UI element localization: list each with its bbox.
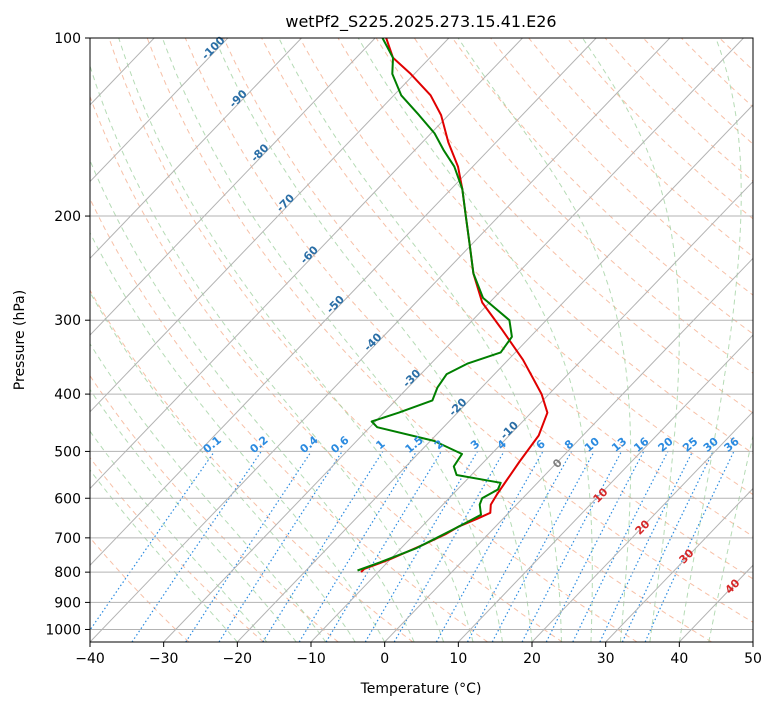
dry-adiabat-line [184,38,753,623]
moist-adiabat-line [90,291,356,642]
moist-adiabat-line [90,159,415,642]
series-layer [357,38,549,573]
isotherm-line [384,257,753,642]
isotherm-line [531,411,753,642]
moist-adiabat-line [357,38,593,642]
dry-adiabat-line [90,95,563,642]
mixing-ratio-line [185,451,312,642]
isotherm-line [90,38,376,336]
x-tick-label: −20 [223,651,253,667]
dry-adiabat-line [90,289,414,642]
grid-layer [0,38,775,642]
dry-adiabat-line [758,38,775,642]
isotherm-line [90,38,523,490]
plot-background [90,38,753,642]
dry-adiabat-line [90,456,264,642]
dry-adiabat-line [261,38,753,537]
x-tick-label: 30 [597,651,615,667]
mixing-ratio-line [131,451,262,642]
moist-adiabat-line [90,469,238,642]
x-tick-label: 40 [670,651,688,667]
isotherm-line [90,38,302,260]
mixing-ratio-line [545,451,645,642]
x-tick-label: 20 [523,651,541,667]
x-tick-label: 50 [744,651,762,667]
x-tick-label: 10 [449,651,467,667]
y-tick-label: 700 [54,531,81,547]
moist-adiabat-line [457,38,632,642]
isotherm-line [457,334,753,642]
mixing-ratio-line [435,451,544,642]
x-axis-ticks: −40 −30 −20 −10 0 10 20 30 40 50 [75,642,762,667]
x-axis-label: Temperature (°C) [360,681,482,697]
y-tick-label: 1000 [45,622,81,638]
x-tick-label: −40 [75,651,105,667]
dry-adiabat-line [146,38,712,642]
chart-title: wetPf2_S225.2025.273.15.41.E26 [285,12,556,32]
plot-frame [89,37,754,643]
x-tick-label: −10 [296,651,326,667]
dry-adiabat-line [108,38,638,642]
y-axis-ticks: 100 200 300 400 500 600 700 800 900 1000 [45,31,90,638]
mixing-ratio-line [90,451,215,632]
mixing-ratio-line [572,451,669,642]
x-tick-label: 0 [380,651,389,667]
dry-adiabat-line [223,38,753,580]
isotherm-line [752,641,753,642]
y-tick-label: 300 [54,313,81,329]
isotherm-line [163,38,744,642]
moist-adiabat-line [90,231,386,642]
dewpoint-profile-line [357,38,513,572]
mixing-ratio-line [298,451,418,642]
y-axis-label: Pressure (hPa) [12,290,28,390]
y-tick-label: 600 [54,491,81,507]
moist-adiabat-line [278,38,562,642]
isotherm-line [605,487,753,642]
dry-adiabat-line [337,38,753,455]
y-tick-label: 100 [54,31,81,47]
mixing-ratio-line [218,451,343,642]
isotherm-line [90,38,671,642]
moist-adiabat-line [582,38,680,642]
y-tick-label: 800 [54,565,81,581]
x-tick-label: −30 [149,651,179,667]
isotherm-line [0,38,7,642]
dry-adiabat-line [90,197,488,642]
dry-adiabat-line [451,38,753,335]
isotherm-line [236,104,753,642]
y-tick-label: 200 [54,209,81,225]
moist-adiabat-line [161,38,503,642]
y-tick-label: 900 [54,595,81,611]
moist-adiabat-line [90,64,445,642]
isotherm-line [90,38,597,566]
isotherm-line [90,38,229,183]
mixing-ratio-line [466,451,573,642]
isotherm-line [90,38,450,413]
y-tick-label: 400 [54,387,81,403]
isotherm-line [310,180,753,642]
dry-adiabat-line [299,38,753,496]
moist-adiabat-line [678,38,742,642]
y-tick-label: 500 [54,444,81,460]
